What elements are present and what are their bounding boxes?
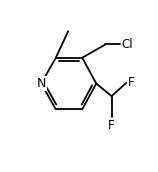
Text: F: F: [108, 119, 115, 132]
Text: Cl: Cl: [121, 38, 133, 51]
Text: F: F: [128, 76, 134, 89]
Text: N: N: [36, 77, 46, 90]
